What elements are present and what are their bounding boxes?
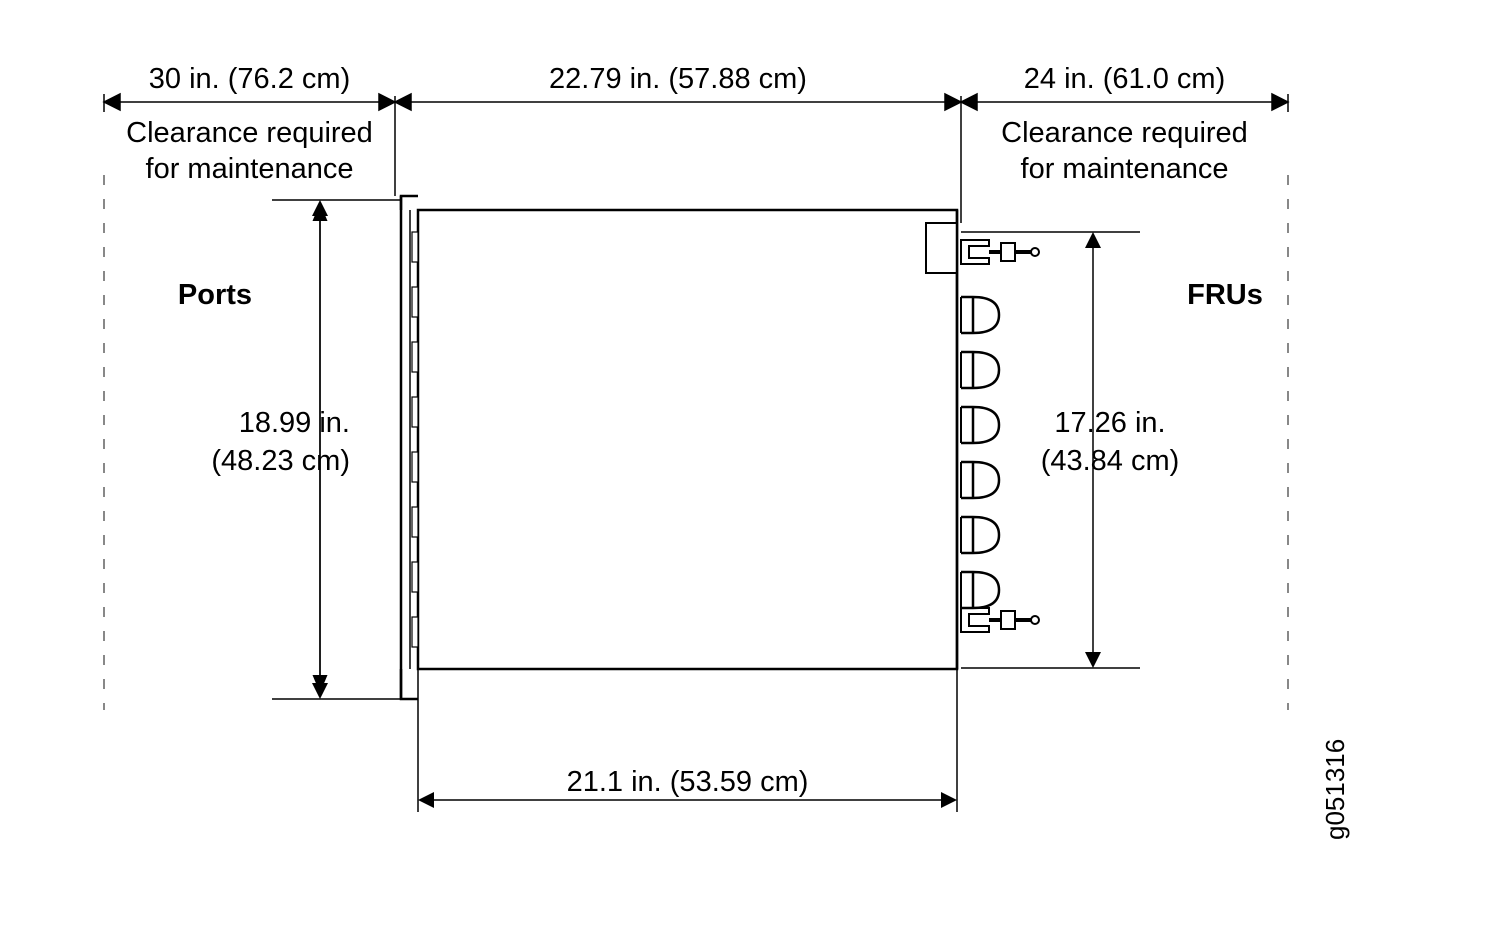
- linework-svg: [0, 0, 1501, 946]
- diagram-canvas: 30 in. (76.2 cm) Clearance required for …: [0, 0, 1501, 946]
